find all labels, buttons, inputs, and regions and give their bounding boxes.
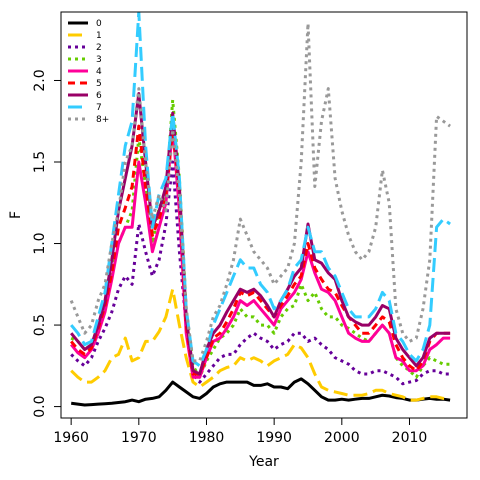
legend: 0 1 2 3 4 5 6 7 8+ (68, 19, 109, 125)
legend-label: 8+ (96, 115, 109, 125)
y-tick-label: 0.0 (32, 395, 48, 417)
x-axis: 1960 1970 1980 1990 2000 2010 (53, 417, 428, 446)
legend-label: 5 (96, 79, 102, 89)
series-line-4 (70, 124, 451, 379)
legend-label: 3 (96, 55, 102, 65)
series-line-6 (70, 92, 451, 376)
legend-label: 2 (96, 43, 102, 53)
y-axis-title: F (8, 211, 24, 219)
x-tick-label: 1960 (53, 430, 89, 446)
series-line-2 (70, 160, 451, 386)
y-tick-label: 1.5 (32, 151, 48, 173)
legend-label: 6 (96, 91, 102, 101)
legend-label: 4 (96, 67, 102, 77)
series-line-3 (70, 98, 451, 379)
series-line-8plus (69, 21, 451, 363)
y-axis: 0.0 0.5 1.0 1.5 2.0 (32, 69, 62, 418)
series-line-7 (70, 12, 451, 368)
legend-label: 7 (96, 103, 102, 113)
x-tick-label: 2000 (324, 430, 360, 446)
series-group (69, 12, 451, 407)
series-line-1 (70, 287, 451, 402)
x-tick-label: 1970 (121, 430, 157, 446)
legend-label: 0 (96, 19, 102, 29)
y-tick-label: 0.5 (32, 314, 48, 336)
series-line-5 (70, 124, 451, 376)
x-tick-label: 1980 (189, 430, 225, 446)
y-tick-label: 2.0 (32, 69, 48, 91)
x-tick-label: 1990 (256, 430, 292, 446)
series-line-0 (71, 377, 451, 407)
x-tick-label: 2010 (392, 430, 428, 446)
legend-label: 1 (96, 31, 102, 41)
x-axis-title: Year (248, 454, 279, 470)
y-tick-label: 1.0 (32, 232, 48, 254)
